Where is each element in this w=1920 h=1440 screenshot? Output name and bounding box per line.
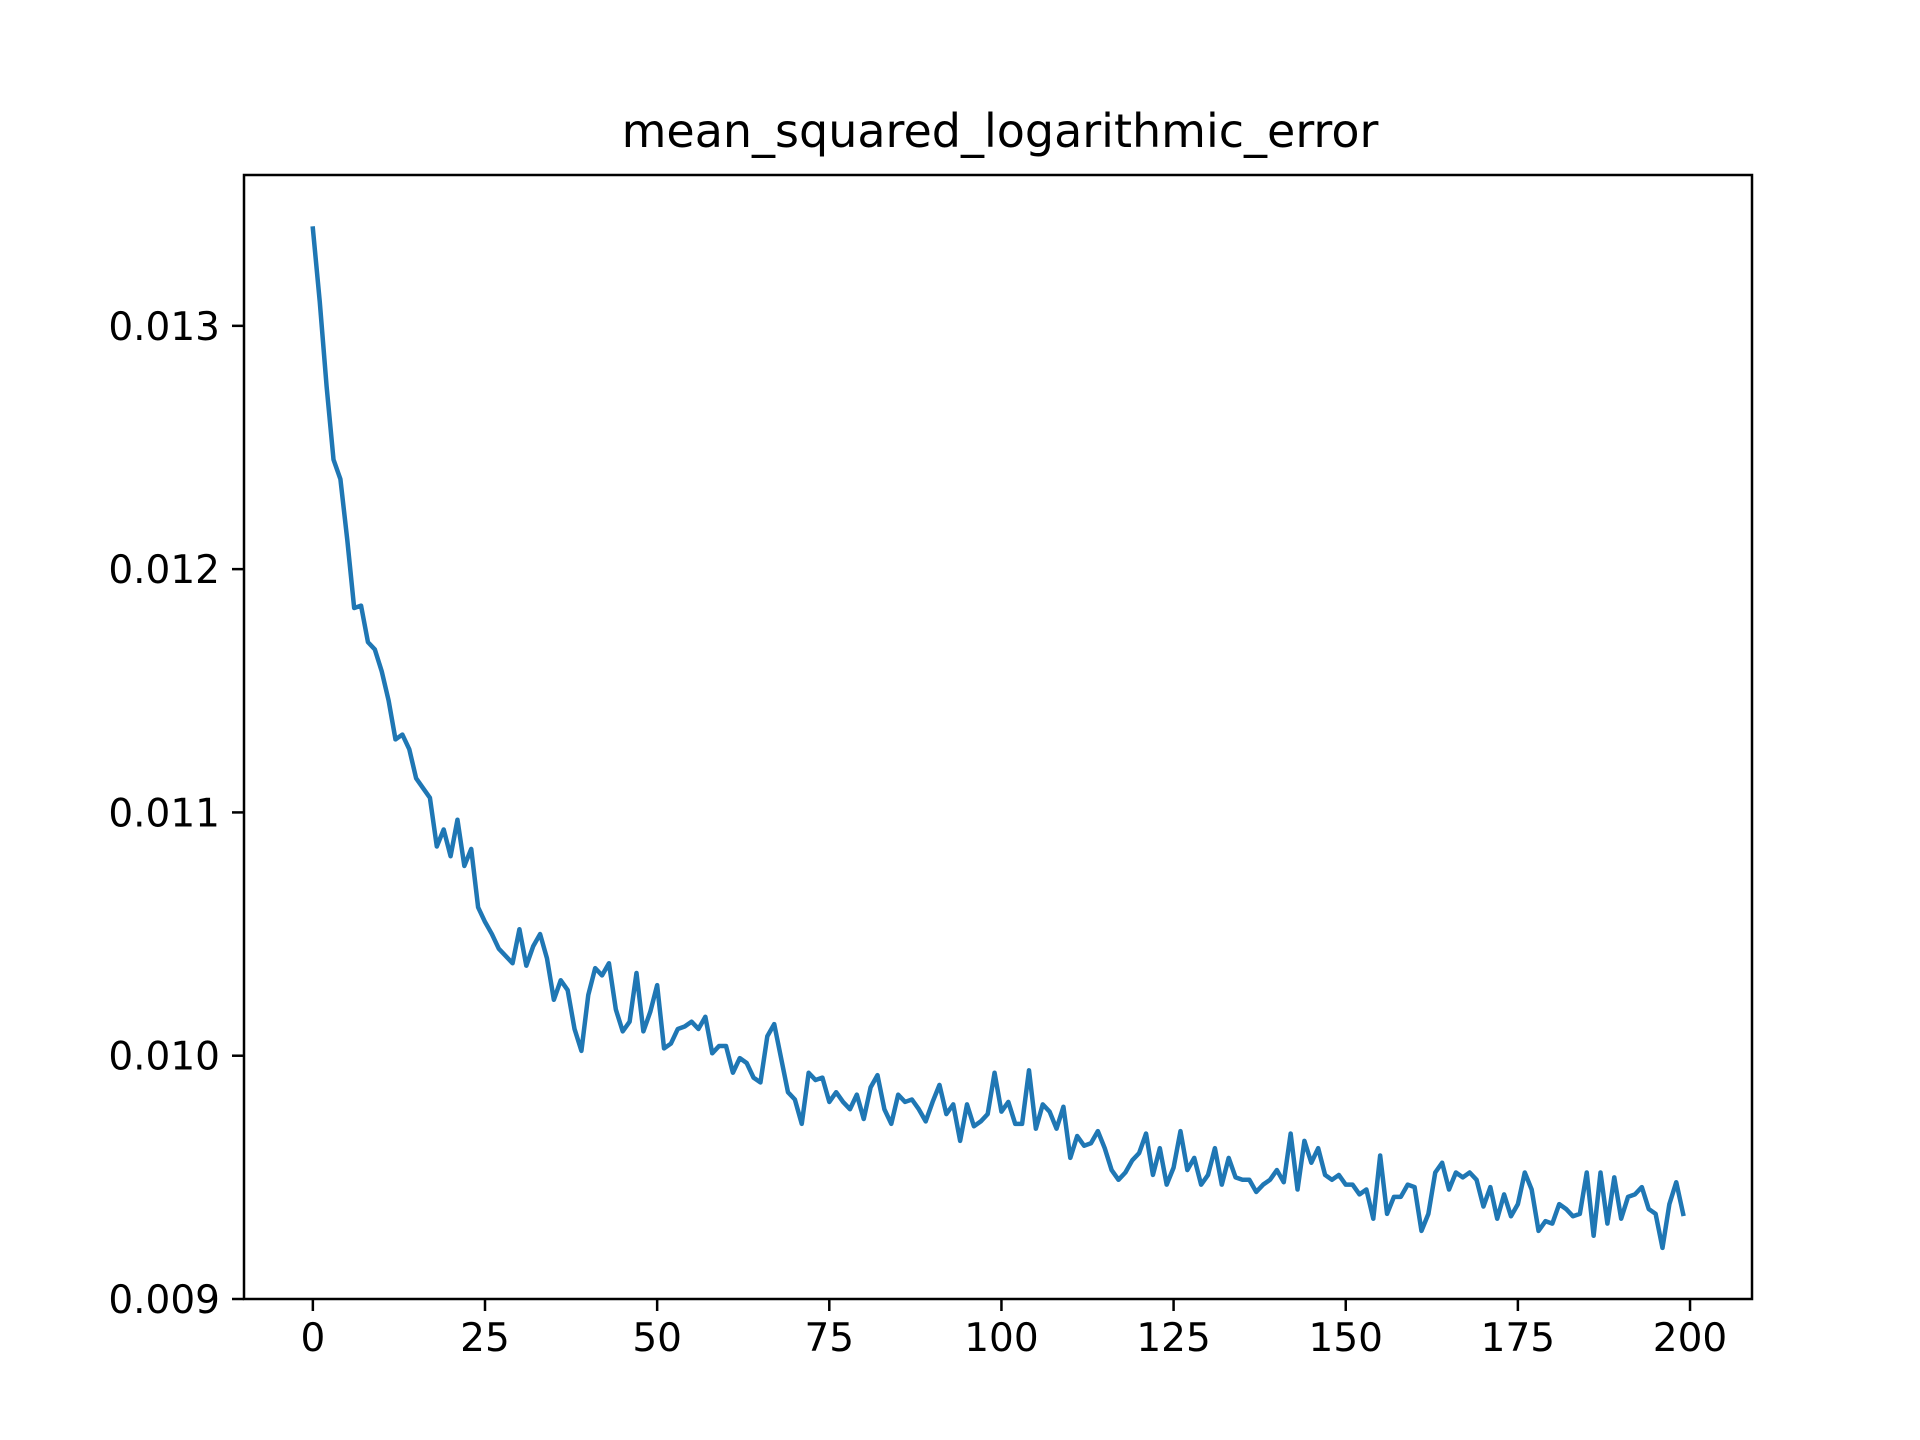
y-tick-label: 0.009: [108, 1278, 220, 1323]
x-tick-label: 100: [964, 1316, 1038, 1361]
y-tick-label: 0.012: [108, 548, 220, 593]
x-axis: 0 25 50 75 100 125 150 175 200: [300, 1299, 1727, 1361]
plot-area: [244, 175, 1752, 1299]
x-tick-label: 50: [632, 1316, 682, 1361]
x-tick-label: 25: [460, 1316, 510, 1361]
y-tick-label: 0.010: [108, 1035, 220, 1080]
chart-title: mean_squared_logarithmic_error: [622, 104, 1379, 158]
plot-frame: [242, 173, 1754, 1301]
y-tick-label: 0.011: [108, 791, 220, 836]
series-line: [310, 226, 1686, 1251]
y-axis: 0.009 0.010 0.011 0.012 0.013: [108, 305, 244, 1323]
y-tick-label: 0.013: [108, 305, 220, 350]
x-tick-label: 150: [1309, 1316, 1383, 1361]
x-tick-label: 200: [1653, 1316, 1727, 1361]
x-tick-label: 75: [804, 1316, 854, 1361]
x-tick-label: 175: [1481, 1316, 1555, 1361]
x-tick-label: 0: [300, 1316, 325, 1361]
x-tick-label: 125: [1136, 1316, 1210, 1361]
